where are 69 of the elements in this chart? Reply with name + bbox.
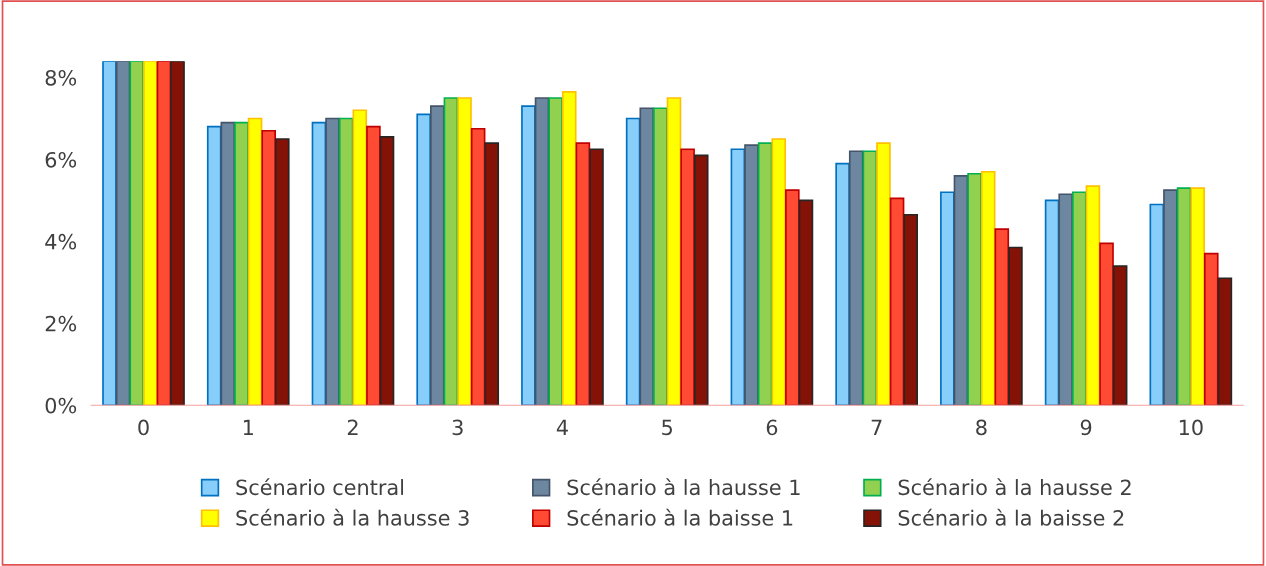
bar xyxy=(693,154,709,406)
x-tick-label: 9 xyxy=(1080,419,1092,436)
bar xyxy=(1203,252,1219,406)
x-tick-label: 10 xyxy=(1179,419,1203,436)
bar xyxy=(325,117,340,406)
bar xyxy=(848,150,864,406)
bar xyxy=(366,125,381,406)
x-tick-label: 4 xyxy=(556,419,568,435)
bar xyxy=(561,91,577,406)
bar xyxy=(352,109,368,406)
y-tick-label: 6% xyxy=(45,151,77,168)
x-tick-label: 7 xyxy=(871,419,882,435)
bar xyxy=(261,129,276,406)
legend-label: Scénario à la hausse 1 xyxy=(567,478,800,496)
bar xyxy=(876,142,891,406)
bar xyxy=(940,191,955,406)
bar xyxy=(980,170,996,406)
y-tick-label: 2% xyxy=(45,315,77,332)
x-tick-label: 6 xyxy=(766,419,778,436)
x-tick-label: 0 xyxy=(138,419,149,436)
legend-label: Scénario à la hausse 2 xyxy=(898,478,1131,496)
bar xyxy=(274,138,290,406)
bar xyxy=(835,162,850,406)
legend-label: Scénario à la baisse 2 xyxy=(898,508,1124,526)
y-tick-label: 0% xyxy=(45,397,77,414)
bar xyxy=(744,144,759,406)
x-tick-label: 2 xyxy=(347,419,358,435)
bar xyxy=(129,61,145,406)
bar xyxy=(589,148,604,406)
bar xyxy=(639,107,655,406)
bar xyxy=(967,172,982,406)
bar xyxy=(170,61,185,406)
bar xyxy=(143,61,158,406)
y-tick-label: 8% xyxy=(45,69,77,86)
y-tick-label: 4% xyxy=(45,233,77,250)
x-tick-label: 3 xyxy=(452,419,463,436)
bar xyxy=(771,138,787,406)
bar xyxy=(680,148,695,406)
bar xyxy=(1112,265,1128,406)
bar xyxy=(653,107,668,406)
bar xyxy=(1072,191,1087,406)
bar xyxy=(457,97,472,406)
bar xyxy=(798,199,814,406)
legend-label: Scénario central xyxy=(236,478,404,496)
bar xyxy=(484,142,500,406)
bar xyxy=(234,121,249,406)
bar xyxy=(416,113,431,406)
bar xyxy=(1099,242,1114,406)
x-tick-label: 8 xyxy=(976,419,987,436)
legend-label: Scénario à la baisse 1 xyxy=(567,508,793,526)
bar xyxy=(379,136,395,406)
bar xyxy=(1190,187,1205,406)
bar xyxy=(1163,189,1178,406)
bar xyxy=(1217,277,1233,406)
bar xyxy=(666,97,682,406)
bar xyxy=(429,105,445,406)
bar xyxy=(1008,246,1023,406)
bar xyxy=(206,125,222,406)
bar xyxy=(521,105,536,406)
bar xyxy=(994,228,1010,406)
bar xyxy=(548,97,563,406)
bar xyxy=(102,61,117,406)
bar xyxy=(785,189,800,406)
x-tick-label: 5 xyxy=(662,419,672,436)
bar xyxy=(1058,193,1073,406)
bar xyxy=(1085,185,1101,406)
x-tick-label: 1 xyxy=(243,419,253,435)
legend-label: Scénario à la hausse 3 xyxy=(236,508,469,526)
bar xyxy=(903,213,918,406)
